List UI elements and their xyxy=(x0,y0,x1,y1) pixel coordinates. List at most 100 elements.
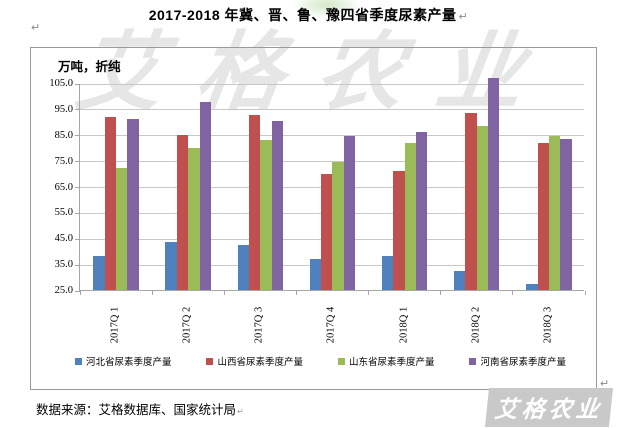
legend-label: 山西省尿素季度产量 xyxy=(217,357,303,368)
bar xyxy=(260,139,272,290)
bar xyxy=(93,256,105,290)
x-axis-label: 2017Q 1 xyxy=(109,306,121,344)
bar xyxy=(343,136,356,290)
bar xyxy=(165,242,177,290)
bar-group xyxy=(441,77,513,290)
gridline xyxy=(80,161,584,163)
bar xyxy=(332,161,344,290)
bar xyxy=(526,283,538,290)
legend-swatch-icon xyxy=(75,357,82,365)
legend-swatch-icon xyxy=(206,357,214,365)
bar xyxy=(415,132,428,290)
y-axis-tick-label: 45.0 xyxy=(54,233,73,245)
paragraph-mark-icon: ↵ xyxy=(458,11,469,23)
x-axis-tick xyxy=(368,291,370,295)
y-axis-tick-label: 65.0 xyxy=(54,181,73,193)
bar xyxy=(488,77,500,290)
legend-item: 河南省尿素季度产量 xyxy=(469,354,566,368)
legend-label: 河北省尿素季度产量 xyxy=(86,357,172,368)
y-axis-tick-label: 35.0 xyxy=(54,259,73,271)
bar xyxy=(560,138,572,290)
y-axis-tick xyxy=(75,161,80,163)
x-axis-tick xyxy=(151,291,153,295)
y-axis-tick xyxy=(75,109,80,111)
y-axis-tick-label: 95.0 xyxy=(54,103,73,115)
bar xyxy=(176,134,189,290)
y-axis-tick-label: 55.0 xyxy=(54,207,73,219)
bar xyxy=(465,112,477,290)
bar xyxy=(271,120,284,290)
bar-group xyxy=(80,84,152,290)
x-axis-tick xyxy=(223,291,225,295)
y-axis-tick xyxy=(75,83,80,85)
bar xyxy=(404,142,416,290)
bar xyxy=(548,136,561,290)
y-axis-tick xyxy=(75,290,80,292)
x-axis-label: 2017Q 3 xyxy=(253,306,265,344)
bar-group xyxy=(296,84,368,290)
bar xyxy=(309,258,322,290)
legend-label: 山东省尿素季度产量 xyxy=(348,357,435,368)
y-axis-tick xyxy=(75,212,80,214)
y-axis-tick-label: 85.0 xyxy=(54,129,73,141)
chart-legend: 河北省尿素季度产量 山西省尿素季度产量 山东省尿素季度产量 河南省尿素季度产量 xyxy=(75,354,566,368)
x-axis-tick xyxy=(295,291,297,295)
legend-item: 山东省尿素季度产量 xyxy=(337,354,435,368)
y-axis-tick xyxy=(75,238,80,240)
chart-frame[interactable]: 万吨，折纯 105.0 95.0 85.0 75.0 65.0 55.0 45.0 35.0 2… xyxy=(30,47,597,390)
bar xyxy=(381,256,394,290)
gridline xyxy=(80,109,584,111)
x-axis-label: 2017Q 2 xyxy=(181,306,193,344)
x-axis-tick xyxy=(79,291,81,295)
paragraph-mark-icon: ↵ xyxy=(31,22,41,34)
y-axis-tick-label: 75.0 xyxy=(54,155,73,167)
bar xyxy=(116,168,128,290)
bar-group xyxy=(513,84,585,290)
bar xyxy=(321,173,333,290)
bar-group xyxy=(369,84,441,290)
x-axis-labels: 2017Q 1 2017Q 2 2017Q 3 2017Q 4 2018Q 1 2018Q… xyxy=(79,297,584,353)
x-axis-label: 2018Q 2 xyxy=(470,306,482,344)
bar xyxy=(199,102,211,290)
watermark-green-smudge xyxy=(292,0,362,18)
data-source-note: 数据来源：艾格数据库、国家统计局↵ xyxy=(36,399,244,418)
bar xyxy=(537,142,549,290)
y-axis-tick-label: 105.0 xyxy=(49,78,73,89)
x-axis-tick xyxy=(584,291,586,295)
y-axis-tick xyxy=(75,135,80,137)
bar xyxy=(248,115,261,290)
x-axis-tick xyxy=(512,291,514,295)
legend-swatch-icon xyxy=(469,357,477,365)
legend-item: 河北省尿素季度产量 xyxy=(75,354,172,368)
bar xyxy=(393,170,405,290)
bar xyxy=(104,116,117,290)
page-title: 2017-2018 年冀、晋、鲁、豫四省季度尿素产量 ↵ xyxy=(0,5,617,25)
bar xyxy=(127,119,139,290)
bar xyxy=(237,244,249,290)
x-axis-tick xyxy=(440,291,442,295)
gridline xyxy=(80,83,584,85)
axis-unit-label: 万吨，折纯 xyxy=(58,60,121,74)
bar xyxy=(188,147,200,290)
y-axis-tick xyxy=(75,264,80,266)
watermark-aige-bottom: 艾格农业 xyxy=(484,388,614,427)
bar-group xyxy=(152,84,224,290)
plot-area: 105.0 95.0 85.0 75.0 65.0 55.0 45.0 35.0 25.0 xyxy=(49,77,586,296)
bar xyxy=(454,270,466,290)
data-source-text: 数据来源：艾格数据库、国家统计局 xyxy=(36,403,237,417)
y-axis-tick-label: 25.0 xyxy=(54,285,73,296)
page-title-text: 2017-2018 年冀、晋、鲁、豫四省季度尿素产量 xyxy=(148,7,457,23)
bar-group xyxy=(224,84,296,290)
paragraph-mark-icon: ↵ xyxy=(600,378,610,390)
y-axis-tick xyxy=(75,187,80,188)
gridline xyxy=(80,135,584,137)
bar xyxy=(476,125,489,290)
paragraph-mark-icon: ↵ xyxy=(237,407,244,416)
legend-swatch-icon xyxy=(337,357,345,365)
x-axis-label: 2018Q 1 xyxy=(398,306,410,344)
legend-item: 山西省尿素季度产量 xyxy=(206,354,303,368)
x-axis-label: 2017Q 4 xyxy=(325,306,337,344)
legend-label: 河南省尿素季度产量 xyxy=(480,357,566,368)
x-axis-label: 2018Q 3 xyxy=(542,306,554,344)
